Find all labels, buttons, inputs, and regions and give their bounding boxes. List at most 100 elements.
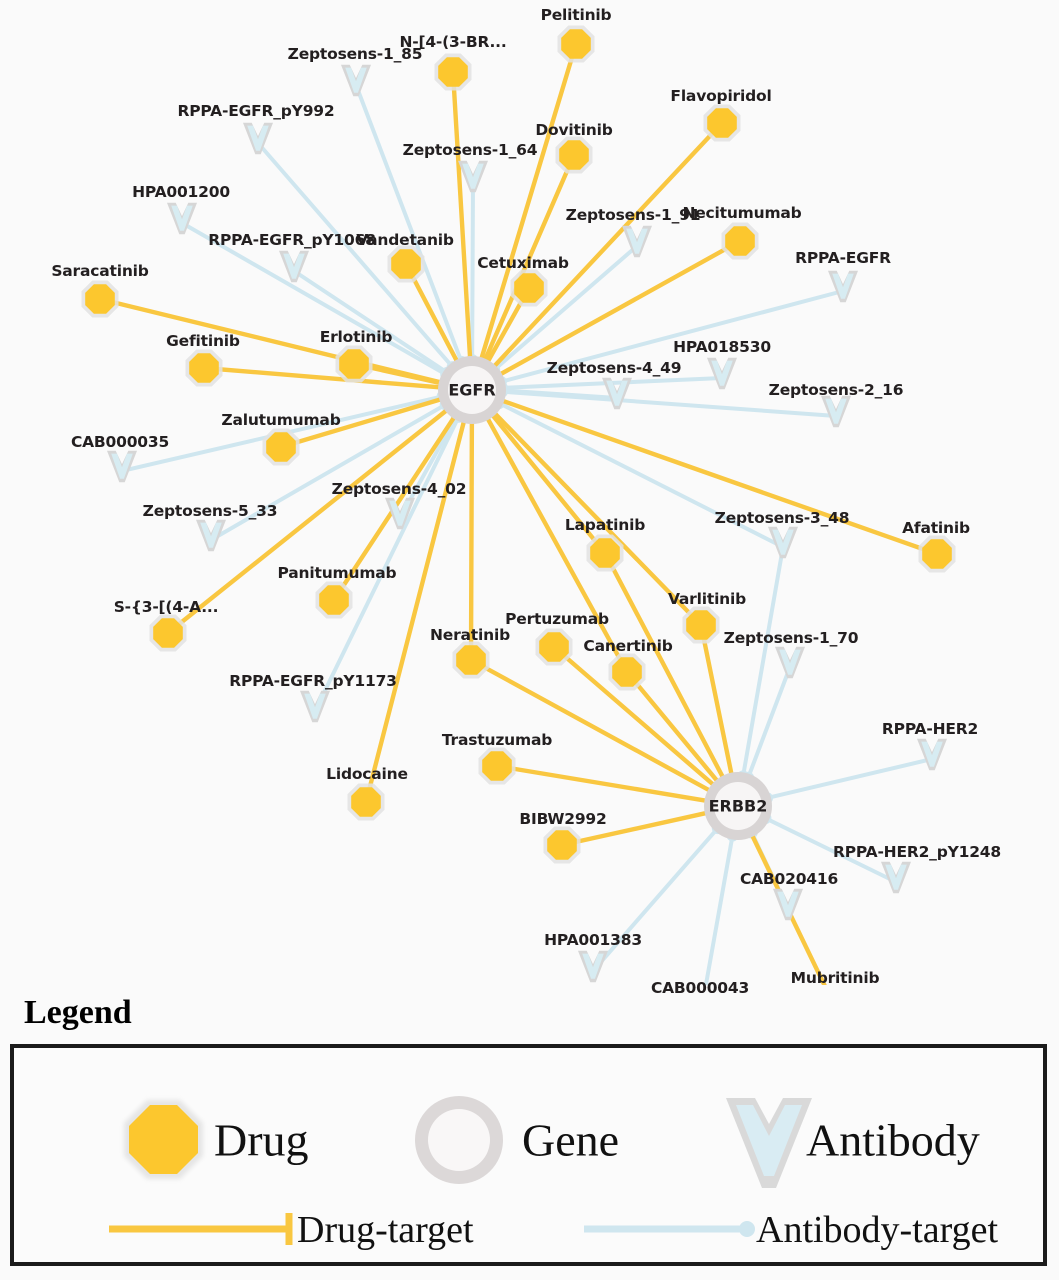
- node-layer: [81, 25, 956, 983]
- drug-node[interactable]: [315, 581, 353, 619]
- drug-node-label: Vandetanib: [356, 231, 454, 249]
- drug-node[interactable]: [608, 653, 646, 691]
- drug-node-label: Lidocaine: [326, 765, 408, 783]
- drug-node[interactable]: [478, 747, 516, 785]
- drug-target-edge: [450, 69, 473, 362]
- drug-node[interactable]: [682, 606, 720, 644]
- drug-node-shape: [590, 538, 620, 568]
- drug-node[interactable]: [543, 826, 581, 864]
- antibody-node[interactable]: [578, 950, 608, 983]
- antibody-node-label: Zeptosens-4_49: [546, 359, 682, 377]
- drug-target-edge: [482, 152, 577, 364]
- drug-target-edge: [363, 417, 467, 805]
- legend-gene-icon: [415, 1096, 503, 1184]
- drug-node-label: Lapatinib: [564, 516, 646, 534]
- drug-node-shape: [456, 645, 486, 675]
- drug-node[interactable]: [185, 349, 223, 387]
- antibody-node[interactable]: [602, 377, 632, 410]
- antibody-node[interactable]: [458, 160, 488, 193]
- antibody-target-edge: [763, 816, 898, 884]
- antibody-node[interactable]: [243, 122, 273, 155]
- drug-node[interactable]: [555, 136, 593, 174]
- drug-node[interactable]: [434, 53, 472, 91]
- drug-node-shape: [612, 657, 642, 687]
- gene-node-label: ERBB2: [708, 796, 768, 816]
- drug-node[interactable]: [586, 534, 624, 572]
- drug-node[interactable]: [81, 280, 119, 318]
- antibody-node[interactable]: [385, 497, 415, 530]
- drug-node[interactable]: [918, 535, 956, 573]
- antibody-node[interactable]: [773, 888, 803, 921]
- drug-node[interactable]: [452, 641, 490, 679]
- antibody-node[interactable]: [828, 270, 858, 303]
- drug-node-shape: [351, 787, 381, 817]
- drug-node-shape: [539, 632, 569, 662]
- gene-node[interactable]: [438, 356, 506, 424]
- antibody-node[interactable]: [279, 250, 309, 283]
- antibody-target-edge: [496, 401, 785, 549]
- legend-antibody-edge: [584, 1221, 755, 1237]
- drug-node[interactable]: [149, 614, 187, 652]
- drug-node-label: Neratinib: [430, 626, 510, 644]
- legend-title: Legend: [24, 994, 132, 1031]
- antibody-node-label: Zeptosens-1_70: [723, 629, 859, 647]
- drug-node[interactable]: [535, 628, 573, 666]
- drug-target-edge: [602, 550, 726, 781]
- drug-node-label: Necitumumab: [682, 204, 802, 222]
- antibody-node[interactable]: [107, 450, 137, 483]
- antibody-target-edge: [470, 179, 475, 363]
- antibody-node[interactable]: [341, 64, 371, 97]
- legend-label-drug-target: Drug-target: [297, 1209, 474, 1251]
- drug-node-shape: [266, 432, 296, 462]
- antibody-node[interactable]: [768, 526, 798, 559]
- drug-node-label: Zalutumumab: [221, 411, 341, 429]
- drug-node-label: S-{3-[(4-A...: [113, 598, 219, 616]
- drug-node-shape: [559, 140, 589, 170]
- antibody-target-edge: [256, 141, 455, 370]
- antibody-node[interactable]: [917, 738, 947, 771]
- drug-target-edge: [489, 411, 608, 556]
- antibody-node[interactable]: [196, 519, 226, 552]
- drug-target-edge: [559, 810, 710, 848]
- legend-svg: [109, 1096, 812, 1245]
- drug-target-edge: [499, 398, 940, 557]
- drug-node[interactable]: [510, 269, 548, 307]
- drug-node[interactable]: [721, 222, 759, 260]
- gene-node[interactable]: [704, 772, 772, 840]
- legend-drug-edge: [109, 1213, 293, 1245]
- network-svg: [81, 25, 956, 985]
- drug-node-label: Gefitinib: [166, 332, 240, 350]
- antibody-target-edge: [499, 389, 838, 418]
- antibody-node[interactable]: [167, 202, 197, 235]
- drug-node[interactable]: [262, 428, 300, 466]
- drug-node-label: Varlitinib: [667, 590, 747, 608]
- drug-node-shape: [319, 585, 349, 615]
- drug-node[interactable]: [557, 25, 595, 63]
- antibody-node[interactable]: [622, 225, 652, 258]
- gene-node-center: [448, 366, 496, 414]
- legend-antibody-icon: [726, 1098, 812, 1188]
- antibody-target-edge: [764, 757, 934, 801]
- antibody-target-edge: [746, 665, 792, 780]
- drug-node[interactable]: [335, 345, 373, 383]
- antibody-node[interactable]: [707, 357, 737, 390]
- antibody-node[interactable]: [300, 690, 330, 723]
- antibody-node[interactable]: [821, 395, 851, 428]
- antibody-target-edge: [703, 833, 735, 985]
- drug-node-label: Pelitinib: [540, 6, 612, 24]
- antibody-node[interactable]: [775, 646, 805, 679]
- antibody-node-label: Zeptosens-5_33: [142, 502, 278, 520]
- drug-node[interactable]: [387, 245, 425, 283]
- antibody-node-label: HPA001383: [544, 931, 642, 949]
- drug-node-shape: [85, 284, 115, 314]
- drug-node[interactable]: [347, 783, 385, 821]
- drug-node[interactable]: [703, 104, 741, 142]
- drug-node-shape: [482, 751, 512, 781]
- antibody-node-label: Zeptosens-3_48: [714, 509, 850, 527]
- drug-target-edge: [478, 41, 579, 363]
- drug-node-label: Flavopiridol: [670, 87, 772, 105]
- drug-target-edge: [698, 622, 734, 778]
- antibody-target-edge: [492, 244, 639, 372]
- antibody-node[interactable]: [881, 861, 911, 894]
- antibody-node-label: CAB000043: [650, 979, 750, 997]
